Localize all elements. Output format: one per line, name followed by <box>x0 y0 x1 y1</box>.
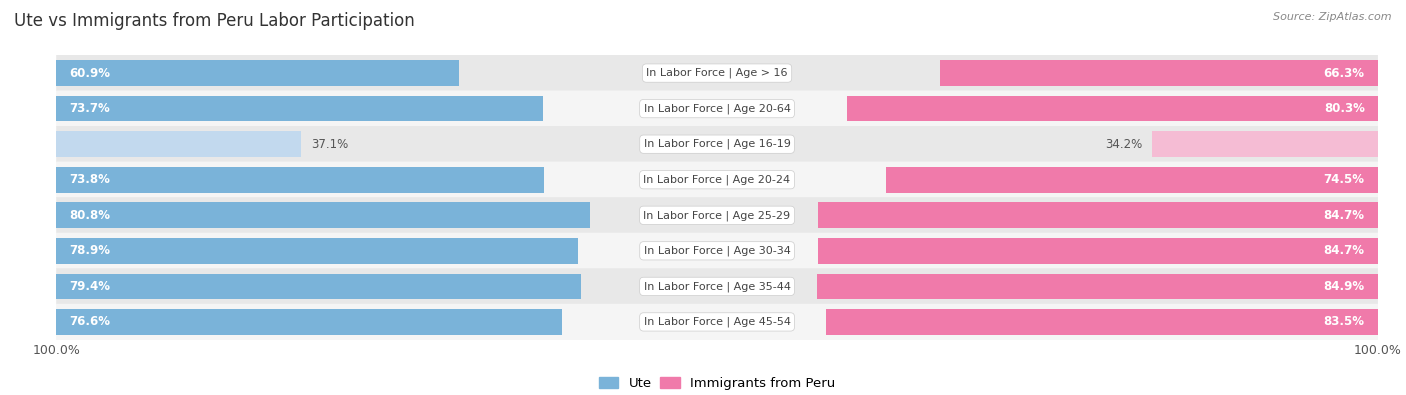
Text: 37.1%: 37.1% <box>311 138 349 150</box>
FancyBboxPatch shape <box>56 55 1378 91</box>
Bar <box>56 309 562 335</box>
Bar <box>848 96 1378 121</box>
Text: 84.7%: 84.7% <box>1323 245 1365 257</box>
Bar <box>56 96 543 121</box>
FancyBboxPatch shape <box>56 268 1378 305</box>
Text: In Labor Force | Age 20-24: In Labor Force | Age 20-24 <box>644 175 790 185</box>
Text: 76.6%: 76.6% <box>69 316 111 328</box>
Text: 78.9%: 78.9% <box>69 245 111 257</box>
Bar <box>886 167 1378 192</box>
Text: 60.9%: 60.9% <box>69 67 111 79</box>
FancyBboxPatch shape <box>56 197 1378 233</box>
Text: Source: ZipAtlas.com: Source: ZipAtlas.com <box>1274 12 1392 22</box>
Bar <box>56 238 578 263</box>
FancyBboxPatch shape <box>56 90 1378 127</box>
Text: 66.3%: 66.3% <box>1323 67 1365 79</box>
Text: 80.3%: 80.3% <box>1324 102 1365 115</box>
Text: 84.9%: 84.9% <box>1323 280 1365 293</box>
FancyBboxPatch shape <box>56 304 1378 340</box>
Text: 73.8%: 73.8% <box>69 173 110 186</box>
Text: In Labor Force | Age 30-34: In Labor Force | Age 30-34 <box>644 246 790 256</box>
Text: In Labor Force | Age 45-54: In Labor Force | Age 45-54 <box>644 317 790 327</box>
Text: 79.4%: 79.4% <box>69 280 111 293</box>
Bar <box>56 203 591 228</box>
Text: 34.2%: 34.2% <box>1105 138 1142 150</box>
Text: In Labor Force | Age 35-44: In Labor Force | Age 35-44 <box>644 281 790 292</box>
FancyBboxPatch shape <box>56 162 1378 198</box>
Bar <box>56 274 581 299</box>
Bar <box>56 60 458 86</box>
Bar <box>818 203 1378 228</box>
Text: In Labor Force | Age 16-19: In Labor Force | Age 16-19 <box>644 139 790 149</box>
Bar <box>939 60 1378 86</box>
Bar <box>827 309 1378 335</box>
Bar <box>56 132 301 157</box>
FancyBboxPatch shape <box>56 126 1378 162</box>
Legend: Ute, Immigrants from Peru: Ute, Immigrants from Peru <box>593 372 841 395</box>
Text: 84.7%: 84.7% <box>1323 209 1365 222</box>
Text: In Labor Force | Age > 16: In Labor Force | Age > 16 <box>647 68 787 78</box>
Bar <box>818 238 1378 263</box>
Text: In Labor Force | Age 25-29: In Labor Force | Age 25-29 <box>644 210 790 220</box>
Text: Ute vs Immigrants from Peru Labor Participation: Ute vs Immigrants from Peru Labor Partic… <box>14 12 415 30</box>
FancyBboxPatch shape <box>56 233 1378 269</box>
Bar <box>817 274 1378 299</box>
Text: 74.5%: 74.5% <box>1323 173 1365 186</box>
Text: 83.5%: 83.5% <box>1323 316 1365 328</box>
Text: 80.8%: 80.8% <box>69 209 111 222</box>
Bar <box>1152 132 1378 157</box>
Text: In Labor Force | Age 20-64: In Labor Force | Age 20-64 <box>644 103 790 114</box>
Text: 73.7%: 73.7% <box>69 102 110 115</box>
Bar <box>56 167 544 192</box>
